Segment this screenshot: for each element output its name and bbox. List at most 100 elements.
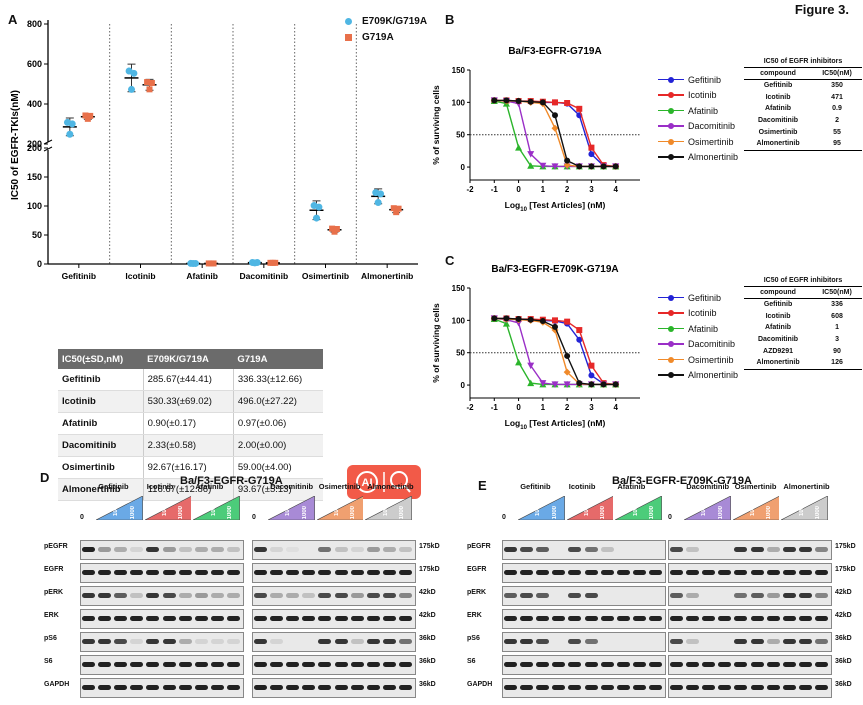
protein-band (227, 546, 241, 552)
data-point (503, 97, 510, 104)
protein-band (178, 615, 192, 621)
protein-band (649, 615, 663, 621)
table-cell: Afatinib (58, 412, 144, 435)
protein-band (669, 615, 683, 621)
protein-band (649, 684, 663, 690)
panel-letter-b: B (445, 12, 455, 27)
legend-item: Icotinib (658, 88, 738, 104)
data-point (272, 259, 279, 266)
protein-band (782, 684, 797, 690)
blot-strip (668, 540, 832, 560)
protein-band (552, 661, 566, 667)
y-axis-label: % of surviving cells (431, 85, 441, 165)
data-point (393, 209, 400, 216)
protein-band (600, 615, 614, 621)
protein-band (519, 684, 533, 690)
protein-band (734, 592, 748, 598)
table-cell: 90 (833, 347, 841, 355)
protein-band (799, 638, 813, 644)
legend-item: Dacomitinib (658, 119, 738, 135)
protein-band (253, 684, 267, 690)
dose-response-curve (494, 99, 616, 168)
protein-band (211, 661, 225, 667)
protein-band (81, 661, 95, 667)
protein-band (253, 615, 267, 621)
legend-item: Gefitinib (658, 72, 738, 88)
protein-band (718, 615, 732, 621)
data-point (612, 381, 619, 388)
molecular-weight-label: 42kD (835, 589, 852, 596)
table-cell: Osimertinib (58, 456, 144, 479)
protein-band (334, 569, 348, 575)
blot-row-label: pERK (467, 589, 487, 596)
legend-label: Osimertinib (688, 136, 734, 147)
table-header: E709K/G719A (143, 349, 234, 369)
ic50-summary-table: IC50(±SD,nM) E709K/G719A G719A Gefitinib… (58, 349, 323, 501)
blot-strip (80, 586, 244, 606)
protein-band (399, 684, 413, 690)
data-point (146, 86, 153, 93)
x-tick-label: -2 (466, 185, 474, 194)
protein-band (178, 638, 192, 644)
blot-row-label: pEGFR (467, 543, 491, 550)
protein-band (318, 615, 332, 621)
protein-band (399, 546, 413, 552)
molecular-weight-label: 36kD (419, 681, 436, 688)
protein-band (685, 569, 699, 575)
protein-band (616, 684, 631, 690)
blot-strip (502, 655, 666, 675)
ai-assistant-badge[interactable]: AI (347, 465, 421, 499)
protein-band (568, 569, 582, 575)
protein-band (285, 546, 300, 552)
protein-band (97, 569, 111, 575)
dose-label: 100 (750, 506, 756, 517)
protein-band (782, 661, 797, 667)
x-tick-label: 4 (613, 403, 618, 412)
protein-band (718, 661, 732, 667)
protein-band (162, 546, 176, 552)
panel-b-ic50-table: IC50 of EGFR inhibitors compound IC50(nM) G… (744, 58, 862, 151)
protein-band (81, 638, 95, 644)
data-point (329, 225, 336, 232)
blot-strip (502, 609, 666, 629)
blot-strip (668, 563, 832, 583)
blot-title: Ba/F3-EGFR-G719A (180, 475, 283, 487)
protein-band (285, 569, 300, 575)
protein-band (750, 661, 764, 667)
protein-band (750, 638, 764, 644)
data-point (588, 151, 595, 158)
protein-band (535, 592, 550, 598)
protein-band (399, 638, 413, 644)
y-tick-label: 400 (27, 99, 42, 109)
protein-band (146, 638, 160, 644)
protein-band (130, 638, 144, 644)
data-point (192, 259, 200, 267)
axis-break-mark (43, 146, 53, 152)
panel-letter-c: C (445, 253, 455, 268)
protein-band (285, 661, 300, 667)
blot-strip (80, 540, 244, 560)
blot-row-label: pERK (44, 589, 64, 596)
protein-band (600, 546, 614, 552)
protein-band (616, 569, 631, 575)
ai-search-icon: AI (356, 471, 411, 493)
data-point (576, 105, 583, 112)
x-tick-label: 3 (589, 185, 594, 194)
table-cell: Almonertinib (744, 356, 813, 370)
protein-band (734, 615, 748, 621)
legend-item: Gefitinib (658, 290, 738, 306)
legend-marker-icon (658, 121, 684, 131)
table-header: compound (744, 286, 813, 299)
x-tick-label: 2 (565, 185, 570, 194)
protein-band (685, 546, 699, 552)
x-tick-label: Gefitinib (62, 271, 96, 281)
protein-band (130, 615, 144, 621)
table-cell: 608 (831, 312, 843, 320)
blot-title: Ba/F3-EGFR-E709K-G719A (612, 475, 752, 487)
y-tick-label: 200 (27, 143, 42, 153)
blot-row-label: EGFR (467, 566, 487, 573)
protein-band (81, 569, 95, 575)
protein-band (269, 569, 283, 575)
blot-strip (668, 632, 832, 652)
protein-band (97, 592, 111, 598)
